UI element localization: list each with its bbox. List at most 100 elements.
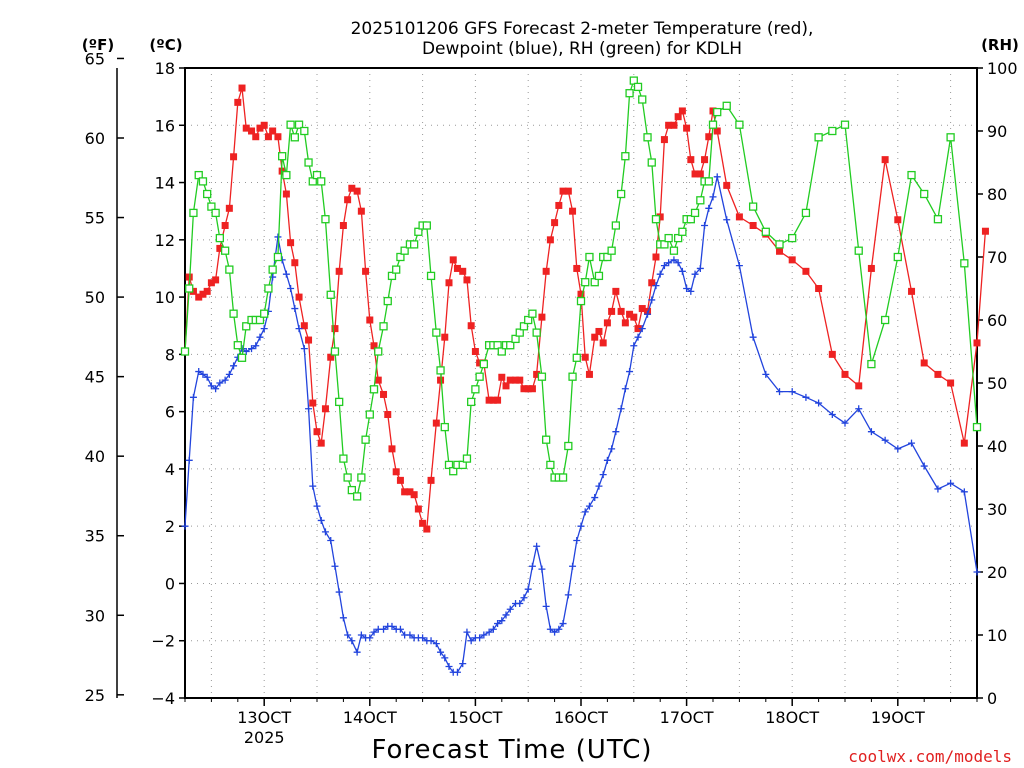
- temperature-point: [577, 290, 585, 298]
- rh-point: [426, 271, 436, 281]
- rh-point: [396, 252, 405, 262]
- temperature-point: [665, 121, 673, 129]
- dewpoint-point: [947, 479, 955, 487]
- dewpoint-point: [331, 562, 339, 570]
- temperature-point: [555, 201, 563, 209]
- temperature-point: [344, 196, 352, 204]
- dewpoint-point: [908, 439, 916, 447]
- rh-point: [960, 259, 969, 268]
- temperature-point: [453, 264, 461, 272]
- rh-point: [379, 322, 388, 331]
- credit-link[interactable]: coolwx.com/models: [848, 747, 1012, 766]
- temperature-point: [528, 385, 536, 393]
- temperature-point: [203, 287, 211, 295]
- temperature-point: [506, 376, 514, 384]
- temperature-point: [626, 310, 634, 318]
- temperature-point: [396, 476, 404, 484]
- temperature-point: [212, 276, 220, 284]
- rh-point: [788, 233, 797, 243]
- rh-point: [686, 215, 695, 224]
- dewpoint-point: [735, 262, 743, 270]
- series-dewpoint: [181, 173, 981, 676]
- rh-point: [225, 265, 234, 274]
- temperature-point: [353, 187, 361, 195]
- temperature-point: [494, 396, 502, 404]
- temperature-point: [538, 313, 546, 321]
- dewpoint-point: [520, 594, 528, 602]
- dewpoint-point: [867, 428, 875, 436]
- rh-point: [273, 252, 283, 262]
- rh-point: [326, 290, 335, 299]
- dewpoint-point: [260, 325, 268, 333]
- temperature-point: [339, 222, 347, 229]
- dewpoint-point: [687, 287, 695, 295]
- rh-point: [361, 435, 370, 444]
- rh-point: [414, 227, 423, 236]
- dewpoint-point: [353, 648, 361, 656]
- dewpoint-point: [788, 388, 796, 396]
- dewpoint-point: [881, 436, 889, 444]
- dewpoint-point: [485, 628, 493, 636]
- rh-point: [347, 485, 356, 495]
- dewpoint-point: [973, 568, 981, 576]
- rh-point: [479, 359, 488, 369]
- dewpoint-point: [841, 419, 849, 427]
- temperature-point: [274, 133, 282, 141]
- dewpoint-point: [498, 617, 506, 625]
- celsius-tick-label: 14: [155, 174, 175, 193]
- x-tick-label: 18OCT: [765, 708, 819, 727]
- temperature-point: [674, 113, 682, 121]
- temperature-point: [414, 505, 422, 513]
- temperature-point: [225, 204, 233, 212]
- rh-point: [286, 120, 295, 129]
- rh-point: [933, 215, 943, 224]
- temperature-point: [660, 136, 668, 144]
- rh-point: [444, 460, 454, 470]
- rh-point: [180, 347, 190, 356]
- dewpoint-point: [295, 325, 303, 333]
- rh-point: [493, 341, 502, 350]
- rh-point: [814, 133, 823, 142]
- dewpoint-point: [634, 333, 642, 341]
- fahrenheit-tick-label: 55: [85, 209, 105, 228]
- temperature-point: [828, 350, 836, 358]
- dewpoint-point: [564, 591, 572, 599]
- dewpoint-point: [638, 325, 646, 333]
- temperature-point: [471, 348, 479, 355]
- dewpoint-point: [749, 333, 757, 341]
- dewpoint-point: [344, 631, 352, 639]
- temperature-point: [252, 133, 260, 141]
- celsius-tick-label: −2: [151, 632, 175, 651]
- temperature-point: [269, 127, 277, 135]
- rh-point: [458, 460, 467, 470]
- rh-point: [568, 372, 577, 381]
- dewpoint-point: [555, 625, 563, 633]
- temperature-point: [380, 390, 388, 398]
- dewpoint-point: [225, 370, 233, 378]
- dewpoint-point: [599, 471, 607, 479]
- dewpoint-point: [494, 620, 502, 628]
- rh-point: [312, 170, 322, 180]
- dewpoint-point: [305, 405, 313, 413]
- celsius-tick-label: 8: [165, 345, 175, 364]
- rh-point: [704, 177, 713, 186]
- rh-point: [867, 359, 876, 369]
- rh-point: [422, 221, 431, 230]
- dewpoint-point: [573, 537, 581, 544]
- rh-point: [282, 170, 291, 180]
- dewpoint-point: [459, 660, 467, 668]
- fahrenheit-tick-label: 50: [85, 288, 105, 307]
- rh-point: [528, 309, 537, 318]
- rh-point: [229, 309, 238, 318]
- rh-point: [564, 441, 573, 451]
- temperature-point: [309, 399, 317, 407]
- fahrenheit-unit-label: (ºF): [82, 36, 114, 54]
- dewpoint-point: [339, 614, 347, 622]
- temperature-point: [595, 327, 603, 335]
- temperature-point: [406, 488, 414, 496]
- dewpoint-point: [396, 625, 404, 633]
- dewpoint-point: [489, 625, 497, 633]
- celsius-tick-label: 4: [165, 460, 175, 479]
- temperature-point: [735, 213, 743, 221]
- rh-point: [651, 215, 661, 224]
